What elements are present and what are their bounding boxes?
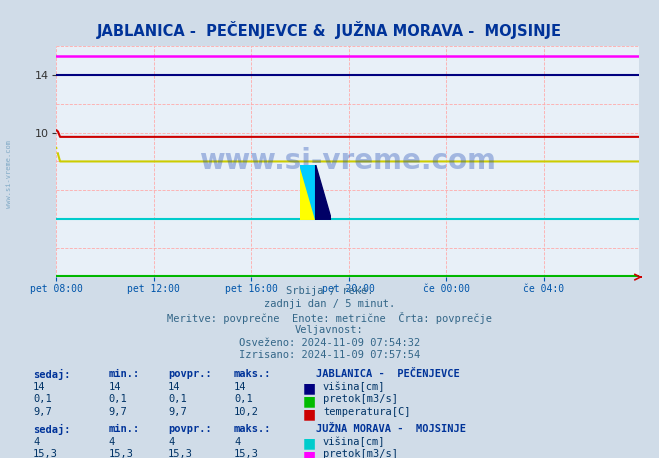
Text: sedaj:: sedaj:: [33, 369, 71, 380]
Text: sedaj:: sedaj:: [33, 424, 71, 435]
Text: 15,3: 15,3: [109, 449, 134, 458]
Text: 9,7: 9,7: [168, 407, 186, 417]
Text: 9,7: 9,7: [109, 407, 127, 417]
Text: 14: 14: [168, 382, 181, 392]
Polygon shape: [300, 165, 316, 220]
Text: 0,1: 0,1: [33, 394, 51, 404]
Text: pretok[m3/s]: pretok[m3/s]: [323, 394, 398, 404]
Text: povpr.:: povpr.:: [168, 369, 212, 379]
Text: ■: ■: [303, 394, 316, 409]
Text: Srbija / reke.: Srbija / reke.: [286, 286, 373, 296]
Text: 4: 4: [109, 436, 115, 447]
Text: višina[cm]: višina[cm]: [323, 382, 386, 392]
Text: 4: 4: [168, 436, 174, 447]
Text: JABLANICA -  PEČENJEVCE: JABLANICA - PEČENJEVCE: [316, 369, 460, 379]
Text: temperatura[C]: temperatura[C]: [323, 407, 411, 417]
Text: 14: 14: [33, 382, 45, 392]
Text: 9,7: 9,7: [33, 407, 51, 417]
Text: zadnji dan / 5 minut.: zadnji dan / 5 minut.: [264, 299, 395, 309]
Text: 4: 4: [33, 436, 39, 447]
Text: 15,3: 15,3: [168, 449, 193, 458]
Polygon shape: [316, 165, 331, 220]
Text: Meritve: povprečne  Enote: metrične  Črta: povprečje: Meritve: povprečne Enote: metrične Črta:…: [167, 312, 492, 324]
Text: ■: ■: [303, 407, 316, 421]
Text: 14: 14: [234, 382, 246, 392]
Text: www.si-vreme.com: www.si-vreme.com: [199, 147, 496, 175]
Text: pretok[m3/s]: pretok[m3/s]: [323, 449, 398, 458]
Text: min.:: min.:: [109, 424, 140, 434]
Text: 0,1: 0,1: [109, 394, 127, 404]
Text: 4: 4: [234, 436, 240, 447]
Text: višina[cm]: višina[cm]: [323, 436, 386, 447]
Text: 0,1: 0,1: [234, 394, 252, 404]
Text: Veljavnost:: Veljavnost:: [295, 325, 364, 335]
Text: 15,3: 15,3: [234, 449, 259, 458]
Text: Izrisano: 2024-11-09 07:57:54: Izrisano: 2024-11-09 07:57:54: [239, 350, 420, 360]
Text: 0,1: 0,1: [168, 394, 186, 404]
Polygon shape: [300, 165, 316, 220]
Text: 15,3: 15,3: [33, 449, 58, 458]
Text: povpr.:: povpr.:: [168, 424, 212, 434]
Text: JUŽNA MORAVA -  MOJSINJE: JUŽNA MORAVA - MOJSINJE: [316, 424, 467, 434]
Text: ■: ■: [303, 436, 316, 451]
Text: min.:: min.:: [109, 369, 140, 379]
Text: maks.:: maks.:: [234, 424, 272, 434]
Text: 14: 14: [109, 382, 121, 392]
Text: maks.:: maks.:: [234, 369, 272, 379]
Text: Osveženo: 2024-11-09 07:54:32: Osveženo: 2024-11-09 07:54:32: [239, 338, 420, 348]
Text: ■: ■: [303, 382, 316, 396]
Text: 10,2: 10,2: [234, 407, 259, 417]
Text: JABLANICA -  PEČENJEVCE &  JUŽNA MORAVA -  MOJSINJE: JABLANICA - PEČENJEVCE & JUŽNA MORAVA - …: [97, 21, 562, 38]
Text: ■: ■: [303, 449, 316, 458]
Text: www.si-vreme.com: www.si-vreme.com: [5, 140, 12, 208]
